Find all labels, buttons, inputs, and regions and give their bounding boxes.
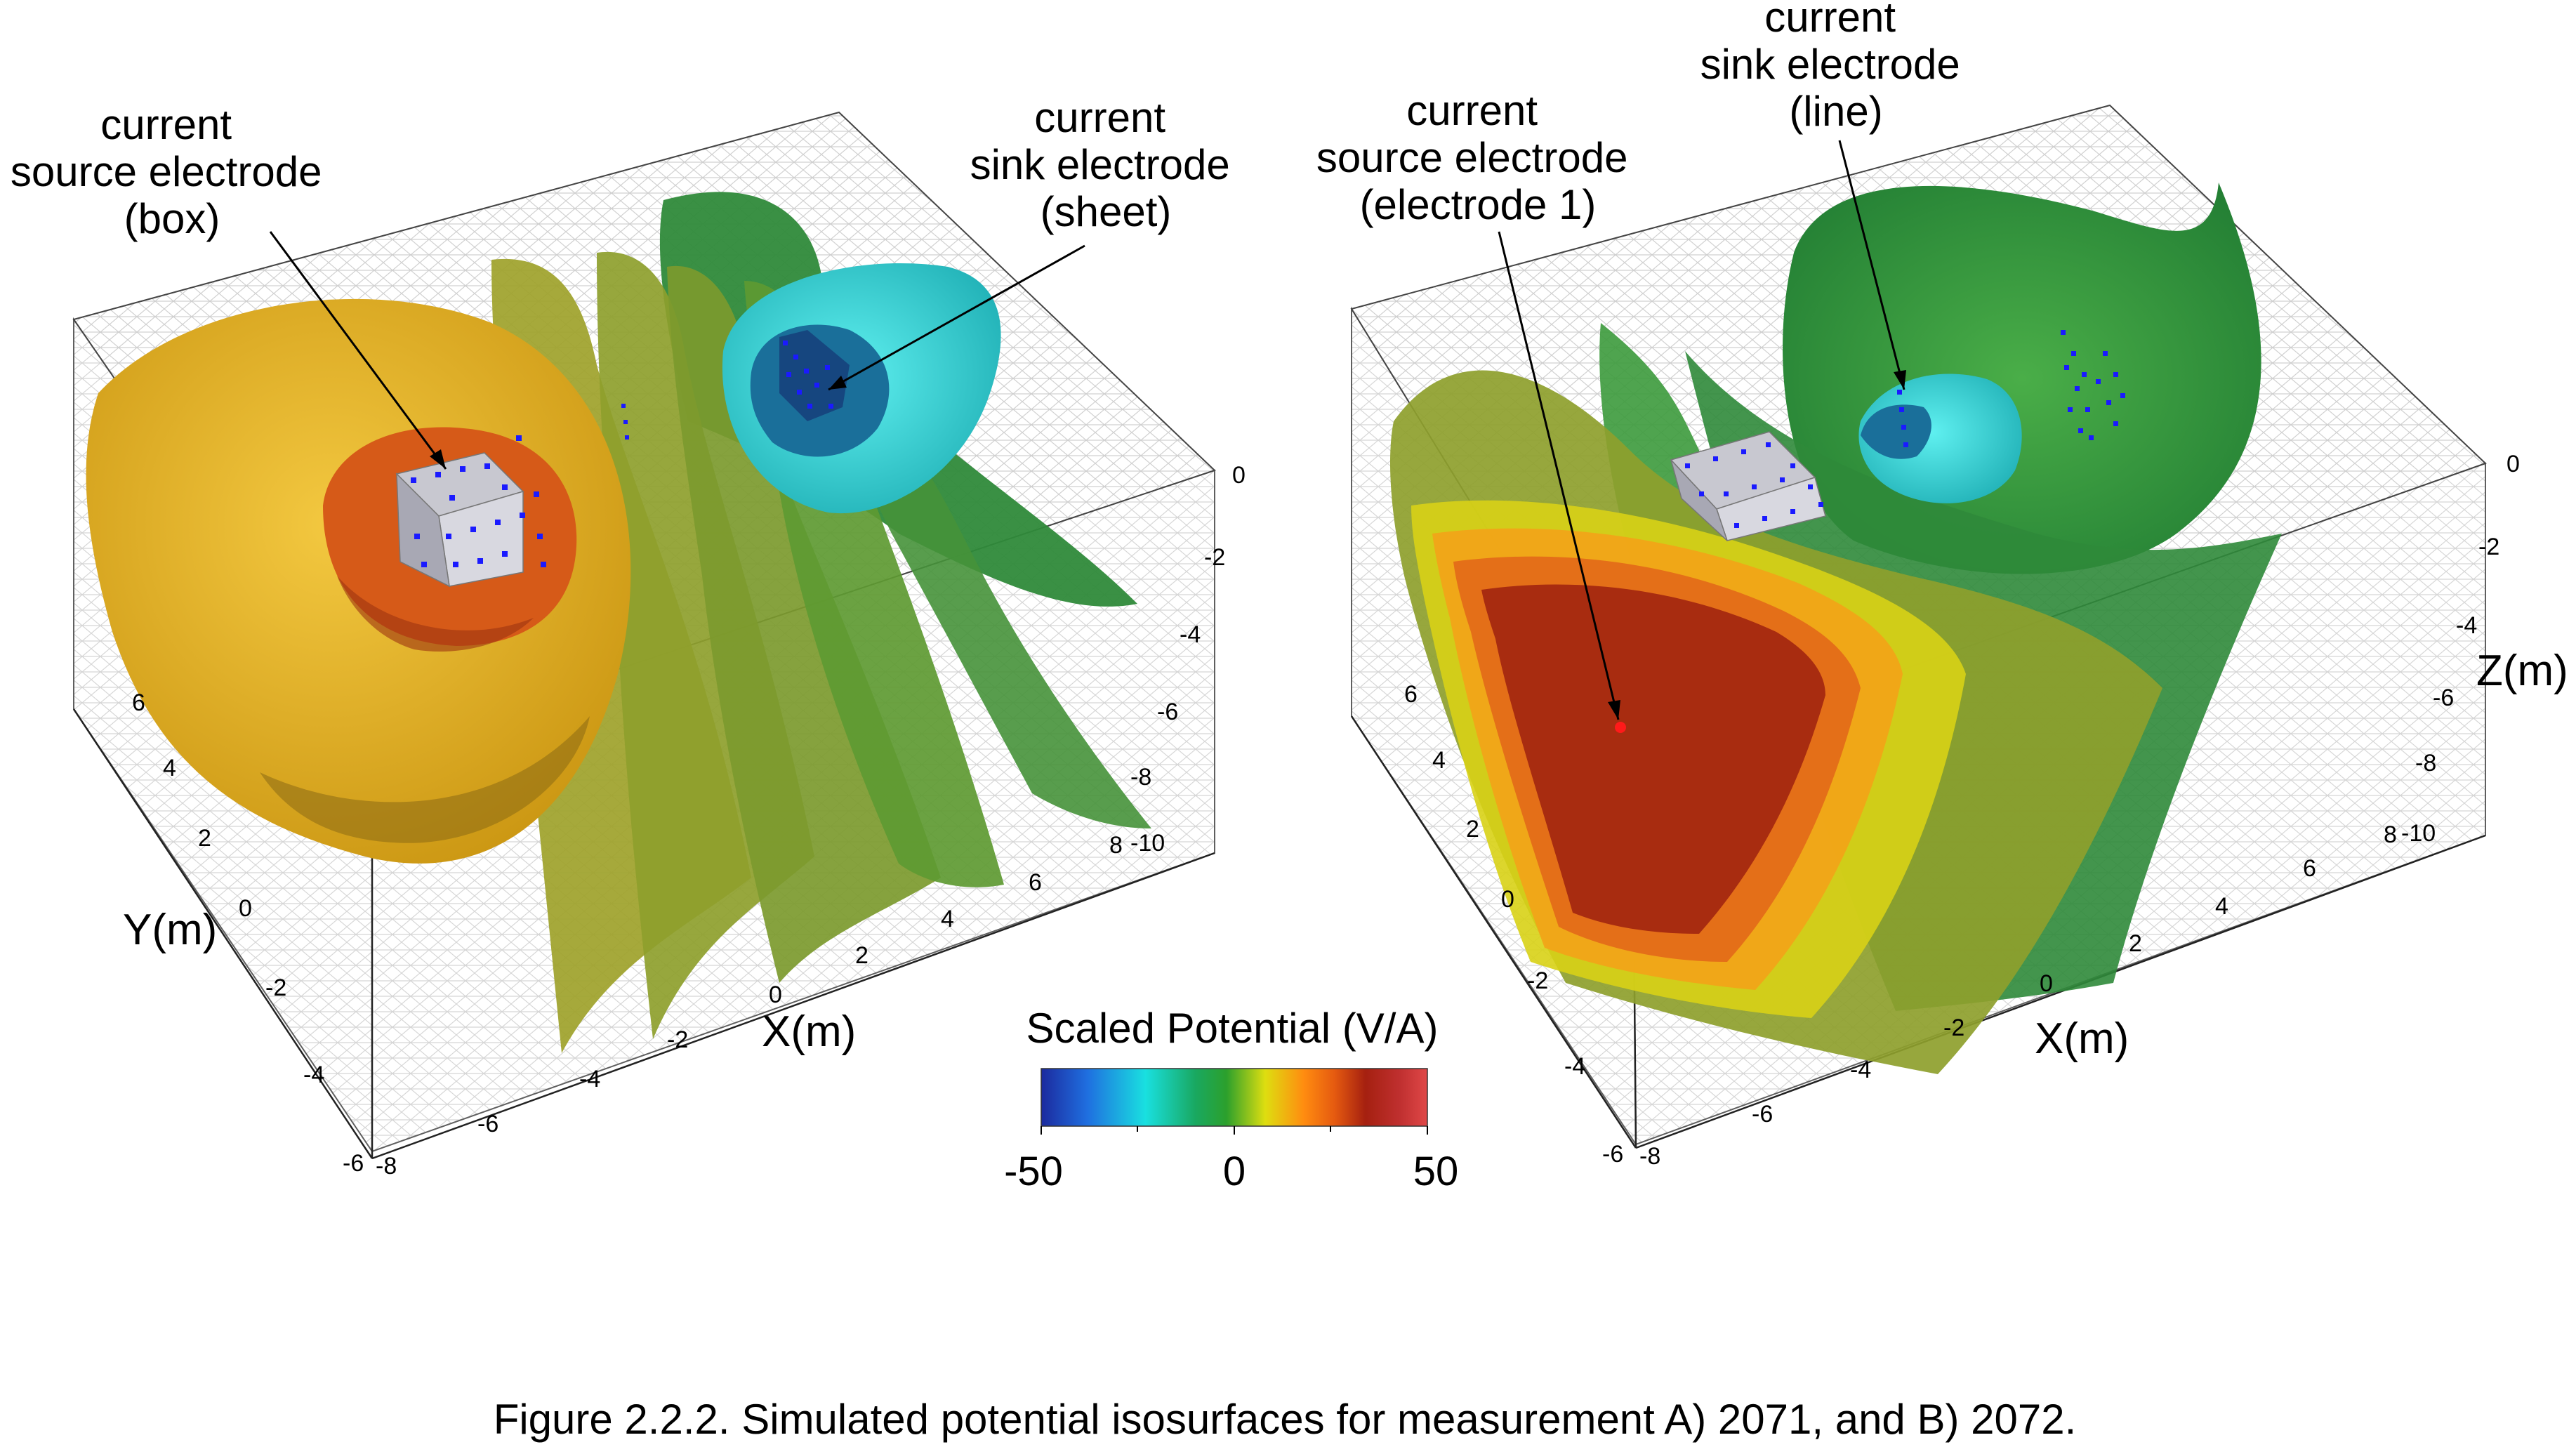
svg-text:6: 6 [132,689,145,716]
svg-text:2: 2 [855,942,868,969]
svg-text:-4: -4 [1564,1053,1585,1080]
panel-b-z-axis-title: Z(m) [2476,647,2568,695]
svg-text:8: 8 [1109,832,1123,859]
panel-b-source-callout: current source electrode (electrode 1) [1316,87,1639,228]
colorbar: Scaled Potential (V/A) -50 0 50 [1004,1005,1458,1194]
svg-text:2: 2 [198,825,211,852]
panel-a-x-ticks: -8 -6 -4 -2 0 2 4 6 8 [376,832,1123,1180]
figure-caption: Figure 2.2.2. Simulated potential isosur… [494,1396,2077,1443]
svg-text:-2: -2 [2478,534,2499,560]
svg-text:-4: -4 [1180,621,1201,648]
panel-b-cluster-points [2061,330,2125,440]
svg-text:2: 2 [2129,930,2142,957]
svg-text:-2: -2 [1527,967,1548,994]
svg-text:6: 6 [2303,855,2316,882]
svg-text:-8: -8 [1639,1143,1660,1170]
svg-text:0: 0 [769,982,782,1008]
svg-text:-8: -8 [376,1153,397,1180]
panel-a-source-electrode-points [411,435,546,567]
svg-text:0: 0 [2040,970,2053,997]
colorbar-tick-max: 50 [1413,1149,1459,1194]
svg-text:-10: -10 [1130,830,1165,857]
panel-a-gold-rim [260,716,590,843]
svg-text:-6: -6 [1602,1141,1623,1168]
svg-text:4: 4 [941,906,954,932]
svg-text:0: 0 [239,895,252,922]
svg-text:8: 8 [2384,821,2397,848]
svg-text:-6: -6 [477,1111,498,1137]
svg-text:6: 6 [1404,681,1418,708]
svg-text:0: 0 [1232,462,1246,489]
panel-b-x-axis-title: X(m) [2035,1015,2129,1063]
svg-text:-6: -6 [2433,685,2454,711]
panel-b-source-leader [1498,231,1620,720]
panel-a-sink-electrode-points [621,341,840,440]
svg-text:-10: -10 [2401,820,2436,847]
svg-text:4: 4 [1432,747,1446,774]
panel-a-orange-shadow [337,576,534,652]
svg-text:-4: -4 [579,1066,600,1092]
svg-text:-8: -8 [1130,764,1151,791]
svg-text:4: 4 [163,755,176,781]
panel-b-electrode-1 [1615,722,1626,733]
svg-text:2: 2 [1466,816,1479,843]
svg-text:-2: -2 [1943,1015,1964,1041]
svg-text:0: 0 [1501,886,1514,913]
svg-text:-6: -6 [343,1150,364,1177]
panel-b-x-ticks: -8 -6 -4 -2 0 2 4 6 8 [1639,821,2397,1170]
colorbar-gradient [1041,1068,1428,1127]
panel-b-box-electrode-points [1685,442,1823,528]
panel-a: current source electrode (box) current s… [11,94,1246,1180]
panel-a-source-box-side [396,473,450,588]
svg-text:-4: -4 [1850,1057,1871,1083]
panel-b-y-ticks: 6 4 2 0 -2 -4 -6 [1404,681,1623,1168]
svg-text:-2: -2 [1204,544,1225,571]
panel-a-x-axis-title: X(m) [762,1007,856,1056]
panel-b-sink-callout: current sink electrode (line) [1700,0,1972,135]
svg-text:0: 0 [2506,451,2520,477]
colorbar-title: Scaled Potential (V/A) [1026,1005,1439,1052]
panel-a-y-axis-title: Y(m) [123,906,217,954]
panel-b: current source electrode (electrode 1) c… [1316,0,2568,1170]
panel-b-z-ticks: 0 -2 -4 -6 -8 -10 [2401,451,2520,847]
panel-b-dark-red-shell [1481,584,1825,934]
panel-a-source-callout: current source electrode (box) [11,101,333,242]
svg-text:-4: -4 [2456,612,2477,639]
colorbar-tick-zero: 0 [1223,1149,1246,1194]
svg-text:-2: -2 [667,1026,688,1053]
panel-a-olive-sheet-3 [667,265,941,983]
panel-a-sink-callout: current sink electrode (sheet) [970,94,1242,235]
panel-a-z-ticks: 0 -2 -4 -6 -8 -10 [1130,462,1246,857]
panel-a-source-leader [269,231,447,470]
panel-a-sink-leader [828,244,1085,391]
panel-b-line-electrode-points [1897,390,1908,447]
colorbar-tick-min: -50 [1004,1149,1063,1194]
svg-text:-6: -6 [1752,1101,1773,1128]
panel-b-blue-inner-isosurface [1861,404,1931,459]
panel-a-y-ticks: 6 4 2 0 -2 -4 -6 [132,689,364,1177]
svg-text:-6: -6 [1157,699,1178,725]
svg-text:-8: -8 [2415,750,2436,777]
svg-text:4: 4 [2215,893,2228,920]
svg-text:-4: -4 [303,1062,324,1088]
svg-text:6: 6 [1029,869,1042,896]
panel-b-sink-leader [1838,140,1905,390]
svg-text:-2: -2 [265,974,286,1001]
panel-a-navy-sheet [779,330,850,421]
